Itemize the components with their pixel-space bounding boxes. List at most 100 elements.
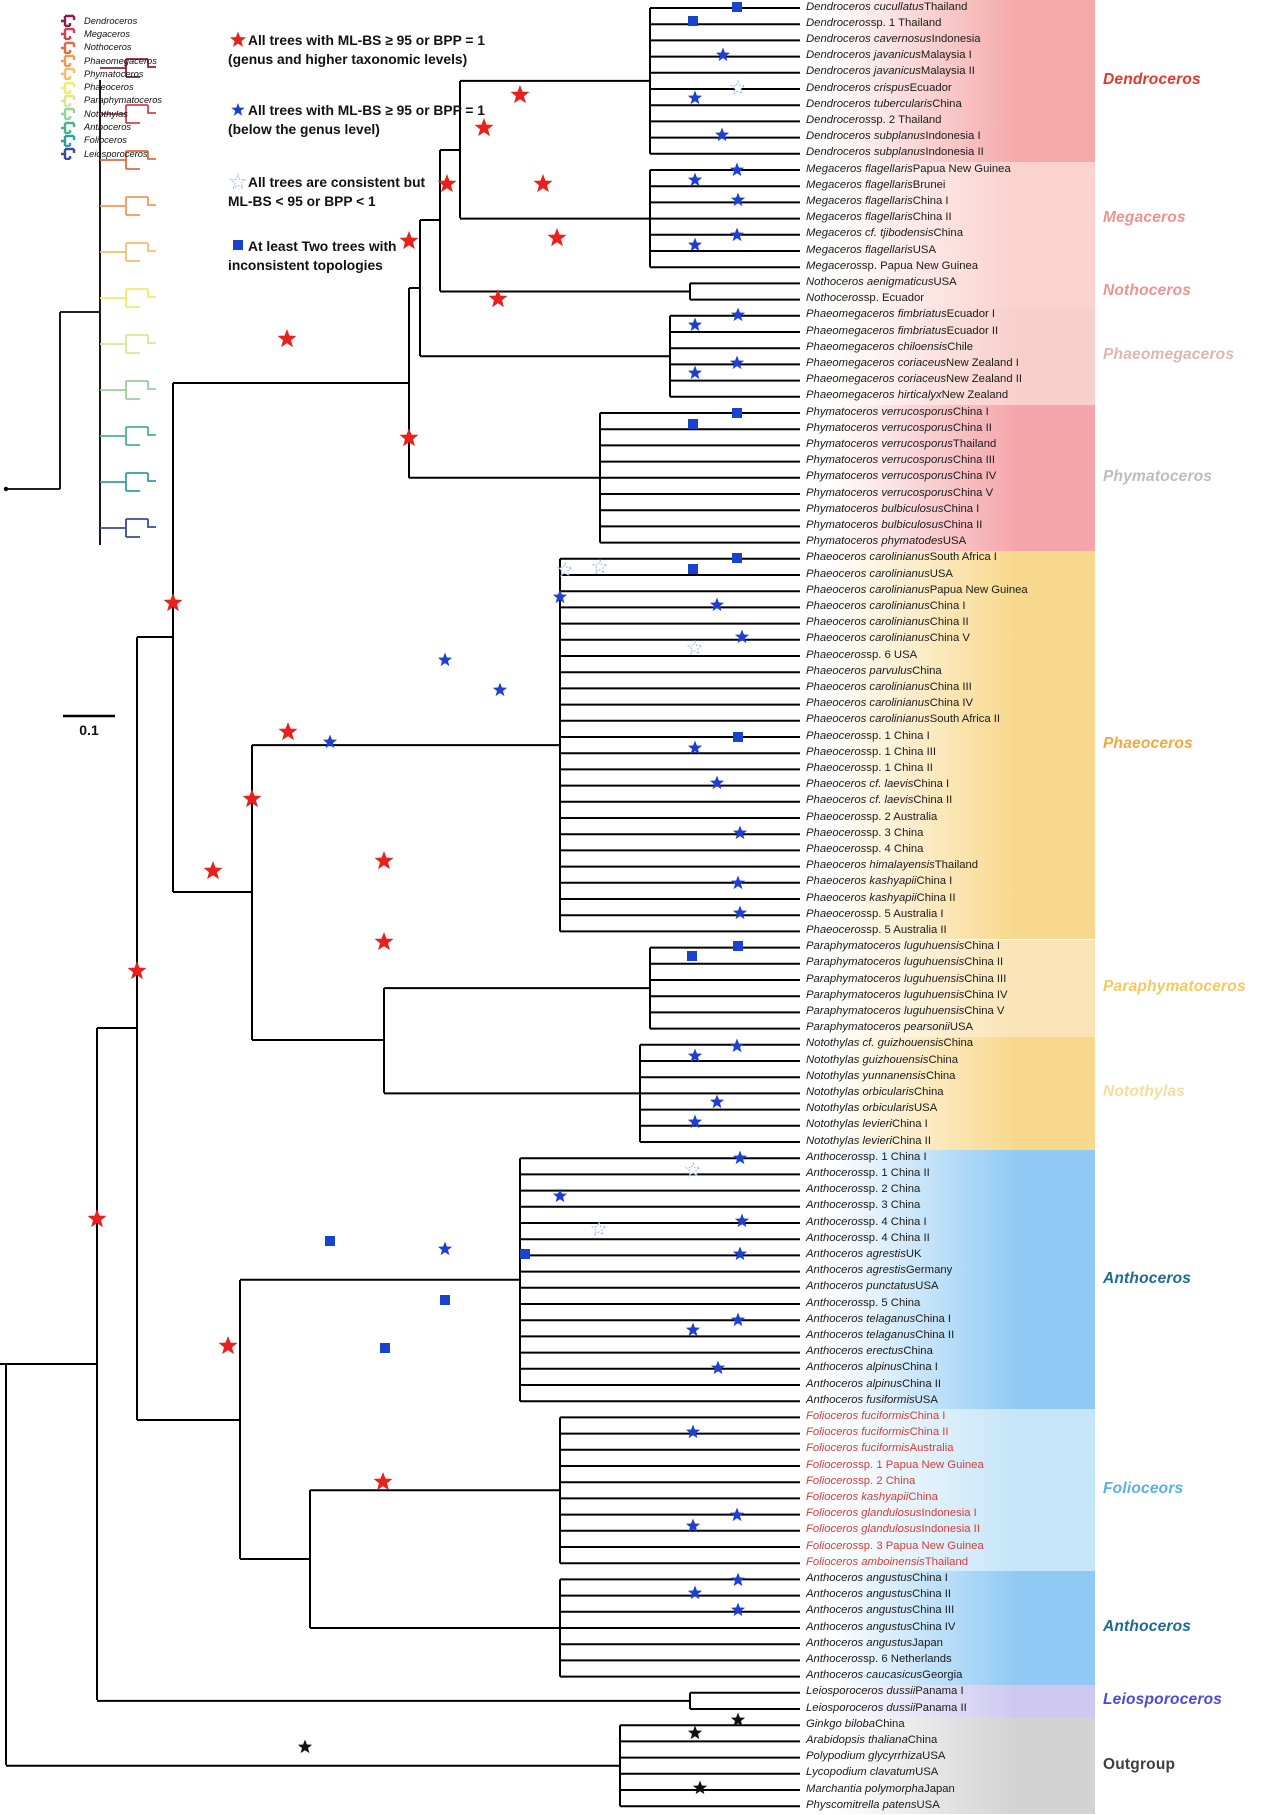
clade-band <box>830 1409 1095 1572</box>
node-symbol-blue-star <box>437 652 453 667</box>
tip-label: Phymatoceros verrucosporusChina I <box>806 406 989 421</box>
tip-locality: USA <box>912 243 936 256</box>
tip-label: Phaeocerossp. 6 USA <box>806 649 917 664</box>
node-symbol-red-star <box>277 329 297 348</box>
tip-label: Dendrocerossp. 2 Thailand <box>806 114 941 129</box>
tip-scientific-name: Anthoceros <box>806 1199 864 1212</box>
tip-scientific-name: Folioceros amboinensis <box>806 1555 925 1568</box>
tip-label: Dendrocerossp. 1 Thailand <box>806 17 941 32</box>
tip-scientific-name: Megaceros flagellaris <box>806 194 913 207</box>
clade-comb <box>440 282 800 301</box>
tip-label: Anthocerossp. 4 China II <box>806 1232 930 1247</box>
node-symbol-red-star <box>547 228 567 247</box>
node-symbol-blue-square <box>732 408 742 418</box>
tip-scientific-name: Anthoceros <box>806 1215 864 1228</box>
node-symbol-red-star <box>374 932 394 951</box>
tip-scientific-name: Leiosporoceros dussii <box>806 1685 916 1698</box>
tip-scientific-name: Phymatoceros verrucosporus <box>806 405 953 418</box>
tip-scientific-name: Paraphymatoceros luguhuensis <box>806 940 965 953</box>
genus-key-item: Megaceros <box>60 27 162 41</box>
tip-locality: Indonesia I <box>921 1507 977 1520</box>
node-symbol-blue-square <box>688 419 698 429</box>
tip-label: Paraphymatoceros luguhuensisChina II <box>806 956 1003 971</box>
tip-label: Anthoceros punctatusUSA <box>806 1280 939 1295</box>
node-symbol-red-star <box>242 789 262 808</box>
genus-tree-icon <box>61 108 76 121</box>
tip-scientific-name: Anthoceros angustus <box>806 1620 913 1633</box>
node-symbol-blue-square <box>733 941 743 951</box>
node-symbol-blue-square <box>380 1343 390 1353</box>
clade-band <box>830 1571 1095 1685</box>
overview-clade <box>100 380 156 400</box>
node-symbol-blue-star <box>729 1038 745 1053</box>
clade-band <box>830 404 1095 551</box>
tip-label: Phymatoceros verrucosporusThailand <box>806 438 996 453</box>
node-symbol-red-star <box>203 861 223 880</box>
tip-scientific-name: Anthoceros alpinus <box>806 1361 903 1374</box>
tip-label: Folioceros amboinensisThailand <box>806 1556 968 1571</box>
genus-key-label: Phymatoceros <box>84 68 144 79</box>
node-symbol-blue-star <box>729 227 745 242</box>
tip-scientific-name: Phymatoceros phymatodes <box>806 535 943 548</box>
tip-scientific-name: Megaceros flagellaris <box>806 211 913 224</box>
tip-scientific-name: Dendroceros subplanus <box>806 130 926 143</box>
genus-key-label: Notothylas <box>84 108 128 119</box>
tip-label: Megaceros flagellarisChina II <box>806 211 952 226</box>
tip-locality: China <box>925 1069 956 1082</box>
tip-scientific-name: Anthoceros fusiformis <box>806 1393 915 1406</box>
tip-locality: USA <box>914 1393 938 1406</box>
tip-locality: China I <box>929 599 966 612</box>
backbone-path <box>0 81 461 1765</box>
node-symbol-red-star <box>510 85 530 104</box>
tip-locality: Japan <box>924 1782 955 1795</box>
tip-locality: sp. 6 Netherlands <box>863 1652 952 1665</box>
clade-name: Anthoceros <box>1103 1269 1192 1287</box>
symbol-key-line2: ML-BS < 95 or BPP < 1 <box>228 194 376 209</box>
node-symbol-red-star <box>533 174 553 193</box>
overview-clade <box>100 426 156 446</box>
node-symbol-blue-star <box>730 1572 746 1587</box>
tip-label: Paraphymatoceros pearsoniiUSA <box>806 1021 973 1036</box>
tip-locality: China <box>908 1490 938 1503</box>
tip-label: Phaeomegaceros fimbriatusEcuador II <box>806 325 998 340</box>
tip-label: Anthocerossp. 1 China I <box>806 1151 927 1166</box>
node-symbol-blue-star <box>730 192 746 207</box>
overview-clade <box>100 104 156 124</box>
tip-scientific-name: Phaeoceros parvulus <box>806 664 913 677</box>
symbol-key-item: At least Two trees with inconsistent topo… <box>228 236 396 275</box>
symbol-key-line2: (below the genus level) <box>228 122 380 137</box>
tip-locality: sp. 1 China I <box>863 1150 927 1163</box>
tip-label: Folioceros kashyapiiChina <box>806 1491 938 1506</box>
node-symbol-blue-star <box>687 365 703 380</box>
tip-label: Anthocerossp. 5 China <box>806 1297 920 1312</box>
tip-scientific-name: Phaeoceros <box>806 907 867 920</box>
tip-label: Folioceros fuciformisChina II <box>806 1426 949 1441</box>
tip-locality: Malaysia II <box>920 65 975 78</box>
tip-locality: China III <box>952 454 995 467</box>
tip-scientific-name: Anthoceros erectus <box>806 1345 904 1358</box>
tip-label: Anthoceros caucasicusGeorgia <box>806 1669 962 1684</box>
tip-locality: Chile <box>947 340 974 353</box>
node-symbol-blue-square <box>520 1249 530 1259</box>
tip-scientific-name: Phaeoceros cf. laevis <box>806 794 914 807</box>
clade-comb <box>252 557 800 933</box>
tip-scientific-name: Folioceros fuciformis <box>806 1426 910 1439</box>
clade-name: Outgroup <box>1103 1755 1176 1773</box>
red-star-icon <box>228 30 248 50</box>
tip-scientific-name: Notothylas guizhouensis <box>806 1053 929 1066</box>
tip-scientific-name: Phaeoceros kashyapii <box>806 875 917 888</box>
genus-key-label: Dendroceros <box>84 15 138 26</box>
tip-scientific-name: Paraphymatoceros luguhuensis <box>806 1004 965 1017</box>
tip-locality: Brunei <box>912 178 946 191</box>
tip-scientific-name: Ginkgo biloba <box>806 1717 876 1730</box>
tip-scientific-name: Paraphymatoceros luguhuensis <box>806 972 965 985</box>
tip-label: Leiosporoceros dussiiPanama I <box>806 1685 964 1700</box>
node-symbol-black-star <box>692 1780 708 1795</box>
tip-locality: New Zealand II <box>946 373 1023 386</box>
tip-scientific-name: Phaeomegaceros fimbriatus <box>806 324 947 337</box>
clade-name: Megaceros <box>1103 208 1186 226</box>
scale-bar-label: 0.1 <box>79 722 99 738</box>
tip-locality: Papua New Guinea <box>912 162 1011 175</box>
node-symbol-red-star <box>373 1472 393 1491</box>
